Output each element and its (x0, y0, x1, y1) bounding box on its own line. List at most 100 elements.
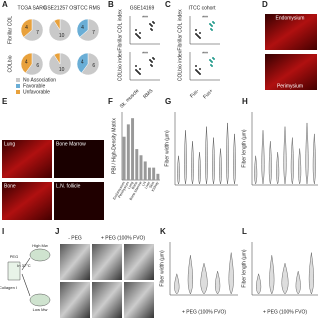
violin (312, 133, 316, 185)
slice-label: 4 (25, 25, 28, 31)
slice-label: 6 (36, 63, 39, 69)
x-label: Kidney (151, 181, 160, 192)
image (54, 140, 104, 178)
violin (283, 126, 287, 185)
diagram-label: In 37°C (17, 263, 30, 268)
point (199, 32, 201, 34)
point (195, 33, 197, 35)
slice-label: 7 (92, 30, 95, 36)
violin (290, 137, 294, 185)
image (60, 282, 90, 318)
slice-label: 4 (81, 25, 84, 31)
violin (261, 130, 265, 185)
slice-label: 6 (92, 63, 95, 69)
panel-letter: E (2, 97, 8, 106)
significance: *** (142, 15, 148, 21)
y-label: PBI / High-Density Matrix (111, 118, 117, 174)
point (150, 64, 152, 66)
image-label: Perimysium (277, 83, 303, 89)
bar (135, 149, 139, 180)
bar (143, 161, 147, 180)
condition-label: + PEG (100% FVO) (101, 235, 145, 241)
violin (198, 152, 201, 185)
point (210, 64, 212, 66)
condition-label: - PEG (68, 235, 82, 241)
row-label: Fibrillar COL (7, 16, 13, 44)
point (195, 29, 197, 31)
bar (126, 124, 130, 180)
violin (308, 252, 314, 295)
point (210, 28, 212, 30)
col-header: TCGA SARC (18, 5, 47, 11)
point (149, 23, 151, 25)
significance: *** (202, 15, 208, 21)
violin (269, 255, 275, 295)
arrow (21, 257, 31, 297)
slice-label: 4 (25, 59, 28, 65)
panel-letter: F (108, 97, 113, 106)
panel-letter: D (262, 0, 268, 9)
violin (184, 130, 187, 185)
point (152, 57, 154, 59)
violin (276, 152, 280, 185)
bar (139, 155, 143, 180)
x-label: Fus+ (202, 88, 214, 100)
x-label: Skin (148, 181, 155, 189)
legend-swatch (16, 84, 20, 88)
slice-label: 7 (36, 30, 39, 36)
image (2, 140, 52, 178)
x-label: Sk. muscle (119, 88, 141, 110)
image (54, 182, 104, 220)
panel-letter: H (242, 97, 248, 106)
x-label: Liver (144, 180, 152, 189)
y-label: COLbio index (177, 50, 183, 81)
axis (174, 112, 238, 186)
point (135, 65, 137, 67)
gel (29, 248, 51, 262)
point (195, 65, 197, 67)
violin (298, 148, 302, 185)
image-label: Bone Marrow (56, 141, 86, 147)
legend-swatch (16, 78, 20, 82)
image (265, 54, 317, 90)
x-label: Fus- (189, 88, 201, 100)
violin (174, 273, 180, 295)
violin (219, 148, 222, 185)
row-label: COLbio (7, 55, 13, 72)
image (92, 244, 122, 280)
bar (147, 167, 151, 180)
x-label: LN (141, 181, 147, 187)
panel-letter: G (165, 97, 171, 106)
pie-slice (20, 18, 33, 38)
axis (189, 16, 220, 45)
point (150, 28, 152, 30)
gel (29, 293, 51, 307)
panel-letter: K (160, 227, 166, 236)
axis (251, 112, 318, 186)
panel-letter: A (2, 0, 8, 9)
point (135, 29, 137, 31)
slice-label: 10 (59, 67, 65, 73)
tube (7, 261, 21, 281)
panel-letter: L (242, 227, 247, 236)
violin (281, 262, 289, 295)
legend-label: No Association (23, 77, 56, 83)
violin (254, 155, 258, 185)
pie-slice (23, 18, 44, 42)
violin (226, 122, 229, 185)
image-label: Bone (4, 183, 16, 189)
pie-slice (25, 52, 44, 76)
point (195, 69, 197, 71)
axis (251, 242, 318, 296)
panel-letter: B (108, 0, 114, 9)
slice-label: 10 (59, 33, 65, 39)
diagram-label: PEG (10, 254, 18, 259)
panel-title: ITCC cohort (189, 5, 217, 11)
axis (169, 242, 238, 296)
x-label: RMS (142, 88, 155, 101)
image-label: L.N. follicle (56, 183, 81, 189)
point (152, 21, 154, 23)
diagram-label: Low Mw (33, 307, 48, 312)
legend-swatch (16, 90, 20, 94)
